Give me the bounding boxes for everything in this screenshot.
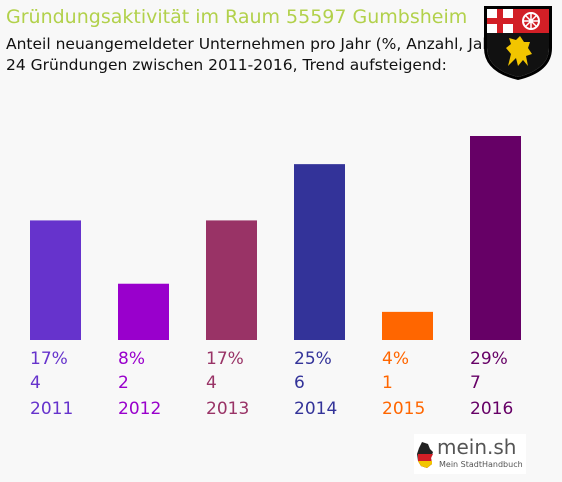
year-label-2016: 2016 <box>470 399 513 419</box>
year-label-2014: 2014 <box>294 399 337 419</box>
bar-2014 <box>294 164 345 340</box>
bar-2013 <box>206 220 257 340</box>
value-label-2011: 17% <box>30 349 68 369</box>
logo: mein.sh Mein StadtHandbuch <box>414 434 526 474</box>
count-label-2011: 4 <box>30 373 41 393</box>
bar-2012 <box>118 283 169 340</box>
year-label-2012: 2012 <box>118 399 161 419</box>
count-label-2013: 4 <box>206 373 217 393</box>
count-label-2014: 6 <box>294 373 305 393</box>
chart-title: Gründungsaktivität im Raum 55597 Gumbshe… <box>6 6 468 28</box>
year-label-2015: 2015 <box>382 399 425 419</box>
count-label-2016: 7 <box>470 373 481 393</box>
coat-of-arms-icon <box>484 6 552 80</box>
value-label-2013: 17% <box>206 349 244 369</box>
chart-subtitle: Anteil neuangemeldeter Unternehmen pro J… <box>6 34 505 76</box>
year-label-2013: 2013 <box>206 399 249 419</box>
logo-tagline: Mein StadtHandbuch <box>439 460 523 469</box>
bar-2016 <box>470 136 521 340</box>
count-label-2015: 1 <box>382 373 393 393</box>
value-label-2015: 4% <box>382 349 409 369</box>
count-label-2012: 2 <box>118 373 129 393</box>
value-label-2012: 8% <box>118 349 145 369</box>
value-label-2016: 29% <box>470 349 508 369</box>
bar-2015 <box>382 311 433 340</box>
logo-name: mein.sh <box>437 435 517 459</box>
year-label-2011: 2011 <box>30 399 73 419</box>
value-label-2014: 25% <box>294 349 332 369</box>
bar-2011 <box>30 220 81 340</box>
germany-map-icon <box>417 442 433 468</box>
subtitle-line-2: 24 Gründungen zwischen 2011-2016, Trend … <box>6 56 447 74</box>
subtitle-line-1: Anteil neuangemeldeter Unternehmen pro J… <box>6 35 505 53</box>
